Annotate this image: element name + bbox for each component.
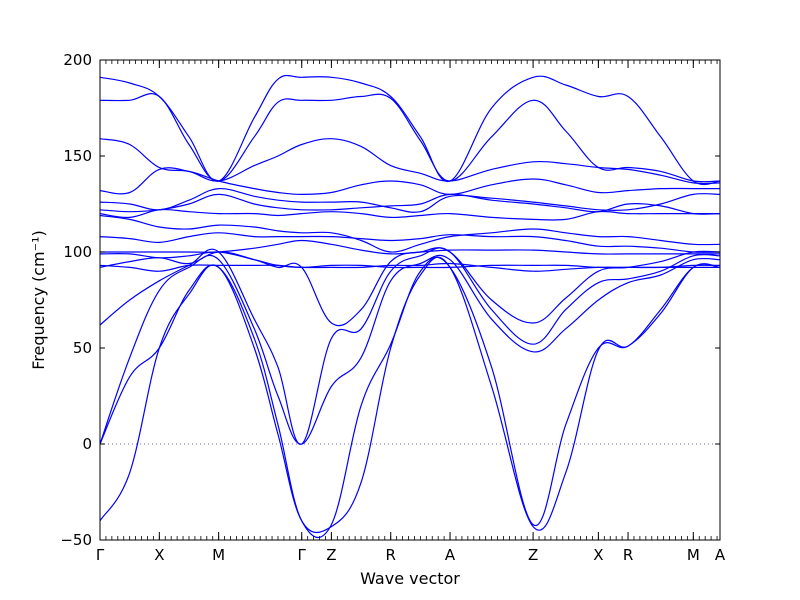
band-line-5 — [100, 187, 720, 213]
band-line-3 — [100, 138, 720, 185]
y-tick-label: 100 — [63, 243, 92, 261]
x-tick-label: X — [154, 546, 164, 564]
band-line-7 — [100, 208, 720, 221]
band-lines — [100, 74, 720, 538]
x-tick-label: M — [212, 546, 225, 564]
x-tick-label: A — [715, 546, 726, 564]
x-tick-label: Z — [326, 546, 336, 564]
x-tick-label: Γ — [96, 546, 105, 564]
x-tick-label: R — [385, 546, 395, 564]
x-tick-label: Z — [528, 546, 538, 564]
band-line-8 — [100, 214, 720, 253]
y-tick-label: 150 — [63, 147, 92, 165]
y-axis-ticks: −50 0 50 100 150 200 — [60, 51, 720, 549]
band-line-15 — [100, 254, 720, 445]
y-tick-label: 200 — [63, 51, 92, 69]
band-line-4 — [100, 167, 720, 196]
x-tick-label: X — [593, 546, 603, 564]
x-tick-label: A — [445, 546, 456, 564]
y-tick-label: 0 — [82, 435, 92, 453]
y-tick-label: −50 — [60, 531, 92, 549]
x-tick-label: R — [623, 546, 633, 564]
y-axis-label: Frequency (cm⁻¹) — [29, 230, 48, 369]
x-tick-label: M — [687, 546, 700, 564]
band-line-14 — [100, 247, 720, 445]
band-line-9 — [100, 232, 720, 253]
band-line-17 — [100, 256, 720, 534]
band-line-1 — [100, 74, 720, 186]
band-line-6 — [100, 193, 720, 215]
band-line-10 — [100, 239, 720, 255]
plot-frame — [99, 59, 721, 541]
x-axis-label: Wave vector — [360, 569, 460, 588]
x-tick-label: Γ — [298, 546, 307, 564]
y-tick-label: 50 — [73, 339, 92, 357]
